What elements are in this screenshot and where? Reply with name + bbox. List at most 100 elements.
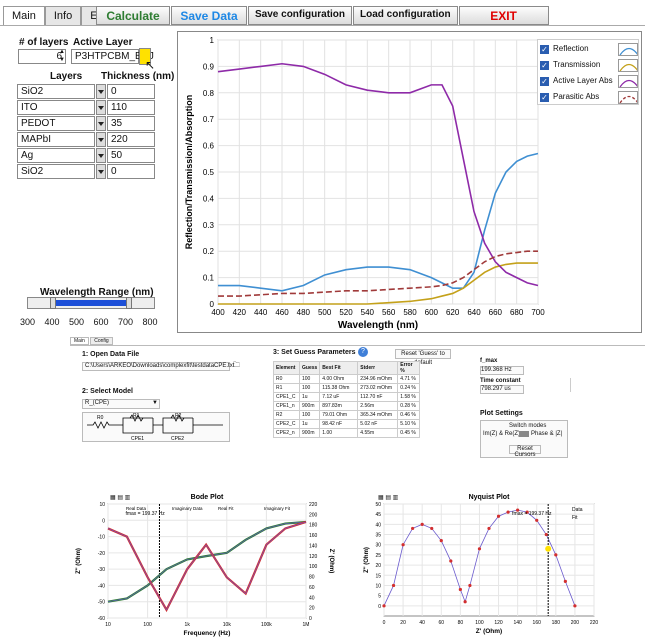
- legend-swatch[interactable]: [618, 75, 638, 88]
- wavelength-range-slider[interactable]: [27, 297, 155, 309]
- fit-cell: 4.71 %: [397, 374, 421, 384]
- legend-swatch[interactable]: [618, 59, 638, 72]
- layer-row: Ag 50: [17, 148, 157, 163]
- nyquist-toolbar-icons[interactable]: ▦ ▤ ▥: [378, 495, 399, 501]
- bode-y-tick: -60: [98, 616, 105, 622]
- tab-main[interactable]: Main: [3, 6, 45, 26]
- tab-info[interactable]: Info: [44, 6, 82, 26]
- y-tick-label: 0.9: [203, 62, 215, 71]
- legend-checkbox[interactable]: ✓: [540, 61, 549, 70]
- layer-dropdown-button[interactable]: [96, 116, 106, 131]
- x-tick-label: 560: [382, 308, 396, 317]
- fit-cell[interactable]: 100: [298, 410, 321, 420]
- bode-legend-item: Imaginary Fit: [264, 506, 291, 511]
- impedance-app: Main Config 1: Open Data File C:\Users\A…: [70, 337, 645, 641]
- thickness-field[interactable]: 50: [107, 148, 155, 163]
- nyq-data-point: [563, 579, 567, 583]
- chevron-down-icon[interactable]: ▼: [152, 400, 158, 406]
- mode-toggle[interactable]: [519, 431, 529, 437]
- thickness-field[interactable]: 0: [107, 84, 155, 99]
- fit-cell[interactable]: 1u: [298, 419, 321, 429]
- x-tick-label: 680: [510, 308, 524, 317]
- legend-swatch[interactable]: [618, 91, 638, 104]
- layer-dropdown-button[interactable]: [96, 100, 106, 115]
- layer-dropdown-button[interactable]: [96, 84, 106, 99]
- lower-tab-config[interactable]: Config: [90, 337, 113, 345]
- nyq-x-tick: 100: [475, 620, 484, 626]
- nyq-x-tick: 160: [533, 620, 542, 626]
- layer-name-field[interactable]: SiO2: [17, 164, 95, 179]
- fit-cell: 273.02 mOhm: [357, 383, 399, 393]
- num-layers-input[interactable]: 6: [18, 49, 66, 64]
- fit-cell: 4.55m: [357, 428, 399, 438]
- reset-cursors-button[interactable]: Reset Cursors: [509, 445, 541, 458]
- layer-name-field[interactable]: ITO: [17, 100, 95, 115]
- legend-label: Transmission: [553, 60, 601, 69]
- model-select[interactable]: R_(CPE): [82, 399, 160, 409]
- active-layer-field[interactable]: P3HTPCBM_BHJ: [71, 49, 154, 64]
- lower-tab-main[interactable]: Main: [70, 337, 89, 345]
- x-tick-label: 700: [531, 308, 545, 317]
- y-axis-label: Reflection/Transmission/Absorption: [184, 95, 194, 250]
- save-data-button[interactable]: Save Data: [171, 6, 247, 25]
- fit-header: Best Fit: [319, 361, 359, 375]
- thickness-field[interactable]: 35: [107, 116, 155, 131]
- active-layer-dropdown-button[interactable]: [139, 48, 151, 65]
- nyq-data-point: [463, 600, 467, 604]
- save-configuration-button[interactable]: Save configuration: [248, 6, 353, 25]
- file-path-field[interactable]: C:\Users\ARKEO\Downloads\complexfit\test…: [82, 362, 234, 371]
- calculate-button[interactable]: Calculate: [96, 6, 170, 25]
- thickness-field[interactable]: 110: [107, 100, 155, 115]
- layer-name-field[interactable]: SiO2: [17, 84, 95, 99]
- legend-checkbox[interactable]: ✓: [540, 45, 549, 54]
- layer-row: MAPbI 220: [17, 132, 157, 147]
- x-tick-label: 580: [403, 308, 417, 317]
- legend-checkbox[interactable]: ✓: [540, 93, 549, 102]
- fit-cell: 112.70 nF: [357, 392, 399, 402]
- bode-fmax-annotation: fmax = 199.37 Hz: [125, 511, 165, 517]
- fit-row: R1 100 115.38 Ohm 273.02 mOhm 0.24 %: [273, 383, 421, 393]
- slider-high-handle[interactable]: [125, 297, 132, 309]
- plot-settings-title: Plot Settings: [480, 410, 523, 417]
- bode-toolbar-icons[interactable]: ▦ ▤ ▥: [110, 495, 131, 501]
- layer-name-field[interactable]: MAPbI: [17, 132, 95, 147]
- fit-cell[interactable]: 900m: [298, 401, 321, 411]
- fit-cell[interactable]: 1u: [298, 392, 321, 402]
- fit-cell: 115.38 Ohm: [319, 383, 359, 393]
- fit-cell[interactable]: 100: [298, 374, 321, 384]
- slider-tick-label: 700: [118, 317, 134, 327]
- slider-low-handle[interactable]: [50, 297, 57, 309]
- layer-name-field[interactable]: Ag: [17, 148, 95, 163]
- fit-cell: 234.96 mOhm: [357, 374, 399, 384]
- thickness-field[interactable]: 220: [107, 132, 155, 147]
- bode-y-tick: -20: [98, 551, 105, 557]
- fit-results-table: Element Guess Best Fit Stderr Error % R0 100 4.…: [273, 361, 421, 438]
- folder-icon[interactable]: 🗀: [233, 362, 240, 369]
- layer-dropdown-button[interactable]: [96, 132, 106, 147]
- fit-cell[interactable]: 100: [298, 383, 321, 393]
- series-line-active-layer-abs: [217, 62, 539, 287]
- load-configuration-button[interactable]: Load configuration: [353, 6, 458, 25]
- thickness-field[interactable]: 0: [107, 164, 155, 179]
- nyq-data-point: [525, 510, 529, 514]
- fit-cell: 0.24 %: [397, 383, 421, 393]
- nyq-data-point: [496, 514, 501, 518]
- nyquist-plot: Nyquist Plot 0 20 40 60 80 100 120 140 160 180 200 2…: [360, 490, 645, 640]
- fit-cell: 2.56m: [357, 401, 399, 411]
- fit-cell[interactable]: 900m: [298, 428, 321, 438]
- legend-checkbox[interactable]: ✓: [540, 77, 549, 86]
- exit-button[interactable]: EXIT: [458, 6, 549, 25]
- bode-x-tick: 1M: [303, 622, 310, 628]
- bode-ylabel: Z'' (Ohm): [76, 548, 82, 574]
- layer-name-field[interactable]: PEDOT: [17, 116, 95, 131]
- layer-dropdown-button[interactable]: [96, 164, 106, 179]
- bode-y2-tick: 220: [309, 502, 318, 508]
- legend-swatch[interactable]: [618, 43, 638, 56]
- reset-guess-button[interactable]: Reset 'Guess' to default: [395, 349, 451, 366]
- layer-dropdown-button[interactable]: [96, 148, 106, 163]
- help-icon[interactable]: ?: [358, 347, 368, 357]
- fit-header: Element: [273, 361, 300, 375]
- num-layers-stepper[interactable]: ▲ ▼: [59, 49, 65, 63]
- nyq-legend-item: Fit: [572, 515, 578, 521]
